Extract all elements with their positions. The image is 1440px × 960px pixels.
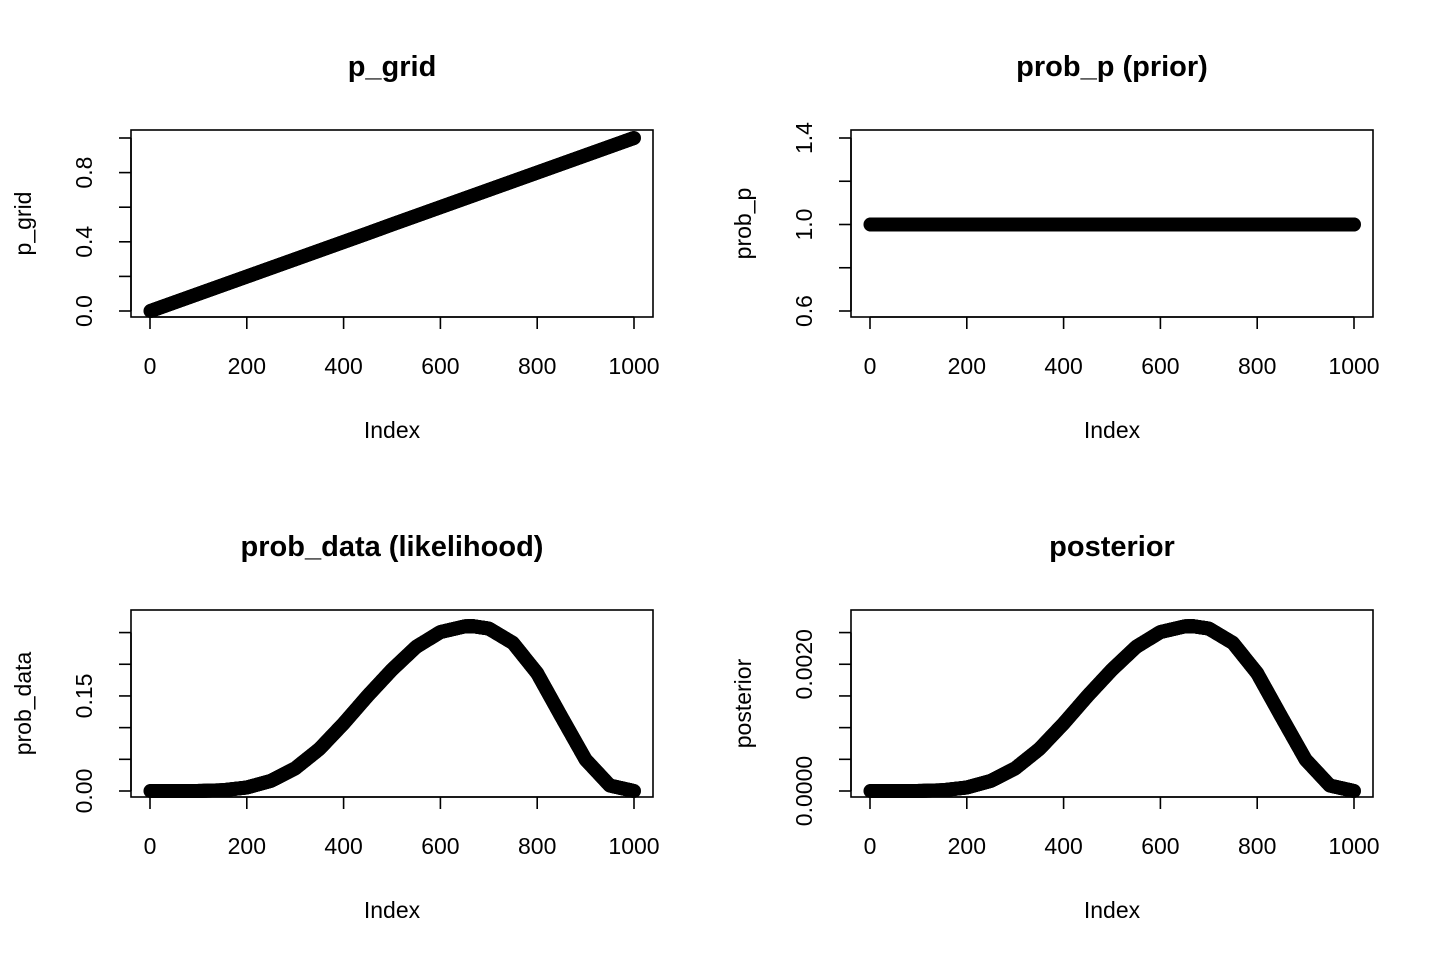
x-tick-label: 400 [324, 833, 362, 859]
y-axis: 0.0000 0.0020 [791, 629, 852, 826]
x-tick-label: 600 [421, 353, 459, 379]
y-axis-label: posterior [730, 658, 756, 748]
x-tick-label: 400 [1044, 353, 1082, 379]
x-axis: 0 200 400 600 800 1000 [144, 316, 660, 379]
x-tick-label: 800 [518, 353, 556, 379]
chart-panel-3: prob_data (likelihood) 0 200 400 600 800 1000 I… [10, 531, 660, 923]
data-points [863, 619, 1361, 798]
y-tick-label: 0.00 [71, 769, 97, 814]
y-axis-label: p_grid [10, 192, 36, 256]
x-tick-label: 0 [864, 353, 877, 379]
data-point [627, 784, 641, 798]
y-tick-label: 1.0 [791, 209, 817, 241]
y-tick-label: 0.0000 [791, 756, 817, 826]
chart-panel-2: prob_p (prior) 0 200 400 600 800 1000 Index 0.6 1… [730, 51, 1380, 443]
x-tick-label: 800 [1238, 353, 1276, 379]
x-tick-label: 200 [228, 833, 266, 859]
x-axis: 0 200 400 600 800 1000 [864, 316, 1380, 379]
x-tick-label: 0 [144, 833, 157, 859]
x-tick-label: 400 [324, 353, 362, 379]
x-tick-label: 200 [228, 353, 266, 379]
y-axis-label: prob_data [10, 651, 36, 755]
x-tick-label: 200 [948, 353, 986, 379]
y-tick-label: 1.4 [791, 122, 817, 154]
data-points [863, 217, 1361, 232]
x-tick-label: 1000 [1328, 833, 1379, 859]
chart-panel-1: p_grid 0 200 400 600 800 1000 Index 0.0 0.4 0.8 p_g… [10, 51, 660, 443]
x-tick-label: 0 [144, 353, 157, 379]
y-tick-label: 0.6 [791, 295, 817, 327]
x-axis-label: Index [364, 897, 421, 923]
y-axis: 0.00 0.15 [71, 631, 132, 814]
data-point [1347, 217, 1361, 232]
x-axis-label: Index [1084, 897, 1141, 923]
x-tick-label: 600 [1141, 833, 1179, 859]
chart-title: p_grid [348, 51, 437, 83]
y-axis-label: prob_p [730, 188, 756, 260]
x-axis: 0 200 400 600 800 1000 [144, 796, 660, 859]
y-tick-label: 0.0020 [791, 629, 817, 699]
x-tick-label: 800 [518, 833, 556, 859]
y-tick-label: 0.4 [71, 226, 97, 258]
y-axis: 0.0 0.4 0.8 [71, 137, 132, 327]
x-tick-label: 800 [1238, 833, 1276, 859]
x-tick-label: 0 [864, 833, 877, 859]
y-axis: 0.6 1.0 1.4 [791, 122, 852, 327]
data-points [143, 619, 641, 798]
x-tick-label: 1000 [1328, 353, 1379, 379]
x-tick-label: 600 [1141, 353, 1179, 379]
x-axis-label: Index [364, 417, 421, 443]
x-axis-label: Index [1084, 417, 1141, 443]
y-tick-label: 0.0 [71, 295, 97, 327]
x-tick-label: 1000 [608, 833, 659, 859]
y-tick-label: 0.8 [71, 157, 97, 189]
x-tick-label: 600 [421, 833, 459, 859]
x-axis: 0 200 400 600 800 1000 [864, 796, 1380, 859]
data-points [143, 131, 641, 318]
data-point [1347, 784, 1361, 798]
data-point [627, 131, 641, 145]
x-tick-label: 400 [1044, 833, 1082, 859]
x-tick-label: 200 [948, 833, 986, 859]
chart-title: prob_data (likelihood) [241, 531, 544, 563]
y-tick-label: 0.15 [71, 674, 97, 719]
x-tick-label: 1000 [608, 353, 659, 379]
chart-title: prob_p (prior) [1016, 51, 1208, 83]
chart-title: posterior [1049, 531, 1175, 563]
